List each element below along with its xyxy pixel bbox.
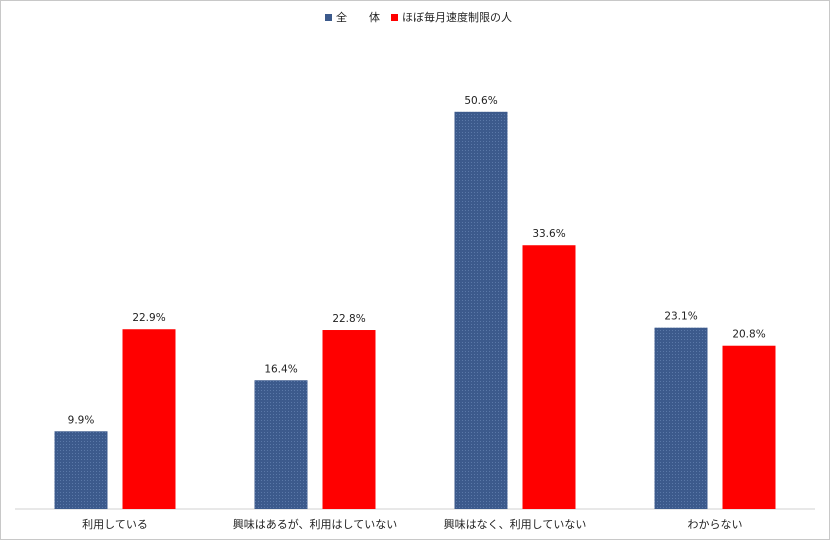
category-label-1: 興味はあるが、利用はしていない: [233, 517, 397, 531]
bar-series-0-category-1: [254, 380, 308, 509]
bar-series-1-category-0: [122, 329, 176, 509]
bars-layer: [54, 111, 776, 510]
legend-swatch-series-0: [325, 14, 332, 21]
data-label-series-1-category-0: 22.9%: [132, 312, 165, 324]
data-labels-layer: 9.9% 16.4% 50.6% 23.1% 22.9% 22.8% 33.6% 20.8%: [68, 95, 766, 426]
category-label-2: 興味はなく、利用していない: [444, 518, 587, 531]
category-label-0: 利用している: [82, 518, 148, 531]
bar-series-1-category-3: [722, 345, 776, 509]
data-label-series-1-category-3: 20.8%: [732, 329, 765, 341]
bar-series-0-category-0: [54, 431, 108, 509]
legend-label-series-1: ほぼ毎月速度制限の人: [402, 10, 512, 24]
bar-series-1-category-2: [522, 245, 576, 510]
bar-series-1-category-1: [322, 330, 376, 509]
data-label-series-1-category-1: 22.8%: [332, 313, 365, 325]
data-label-series-0-category-2: 50.6%: [464, 95, 497, 107]
data-label-series-0-category-1: 16.4%: [264, 363, 297, 375]
data-label-series-0-category-3: 23.1%: [664, 311, 697, 323]
bar-series-0-category-2: [454, 111, 508, 509]
data-label-series-1-category-2: 33.6%: [532, 228, 565, 240]
data-label-series-0-category-0: 9.9%: [68, 414, 95, 426]
bar-series-0-category-3: [654, 327, 708, 509]
category-label-3: わからない: [688, 518, 743, 531]
legend: 全 体 ほぼ毎月速度制限の人: [325, 10, 512, 24]
legend-swatch-series-1: [391, 14, 398, 21]
category-labels-layer: 利用している 興味はあるが、利用はしていない 興味はなく、利用していない わからない: [82, 517, 742, 531]
legend-label-series-0: 全 体: [336, 10, 380, 24]
